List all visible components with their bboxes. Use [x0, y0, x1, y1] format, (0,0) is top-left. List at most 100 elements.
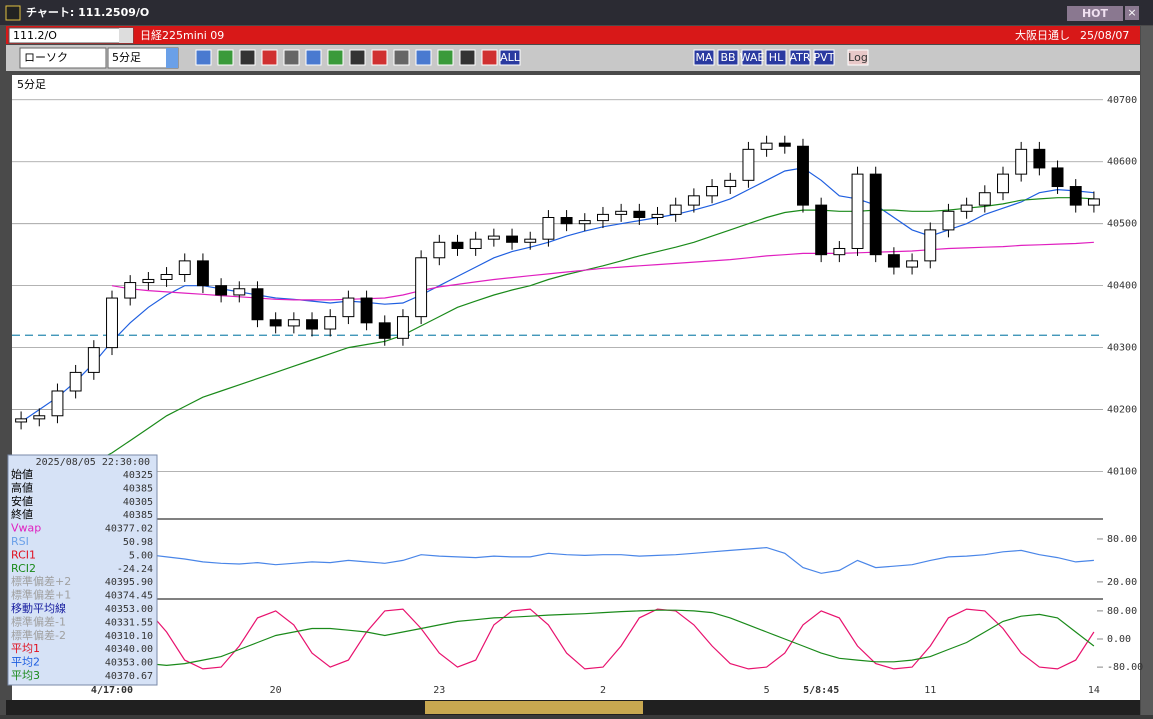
x-tick-label: 20 [270, 685, 282, 696]
tool-icon[interactable] [393, 49, 410, 66]
info-label: RSI [11, 535, 29, 548]
tool-button-label[interactable]: MA [695, 51, 712, 64]
tool-icon[interactable] [239, 49, 256, 66]
x-tick-label: 5 [764, 685, 770, 696]
chart-style[interactable]: ローソク [24, 51, 68, 64]
x-axis-area [12, 680, 1140, 700]
tool-button[interactable] [765, 49, 787, 66]
candle-body [669, 204, 682, 215]
window-title: チャート: 111.2509/O [26, 6, 149, 19]
info-label: 終値 [11, 507, 33, 521]
tool-button-label[interactable]: ALL [500, 51, 521, 64]
candle-body [960, 204, 973, 212]
hot-label[interactable]: HOT [1082, 7, 1109, 20]
indicator-line [20, 546, 1094, 574]
indicator-line [20, 197, 1094, 510]
candle-body [942, 210, 955, 231]
candle-body [687, 195, 700, 206]
tool-icon[interactable] [415, 49, 432, 66]
candle-body [1015, 148, 1028, 175]
candle-body [451, 241, 464, 249]
candle-body [287, 319, 300, 327]
info-label: 始値 [11, 467, 33, 481]
close-icon[interactable]: × [1127, 6, 1136, 19]
tool-icon[interactable] [481, 49, 498, 66]
tool-icon[interactable] [261, 49, 278, 66]
info-label: 平均3 [11, 669, 40, 682]
tool-button-label[interactable]: PVT [814, 51, 835, 64]
x-tick-label: 11 [924, 685, 936, 696]
info-value: 40325 [123, 470, 153, 481]
tool-button[interactable] [789, 49, 811, 66]
tool-icon[interactable] [459, 49, 476, 66]
tool-button-label[interactable]: ATR [789, 51, 810, 64]
candle-body [1051, 167, 1064, 188]
tool-icon[interactable] [437, 49, 454, 66]
toolbar [6, 45, 1140, 71]
date: 25/08/07 [1080, 29, 1129, 42]
x-tick-label: 2 [600, 685, 606, 696]
tool-button[interactable] [499, 49, 521, 66]
panel-label: 5分足 [17, 78, 46, 91]
tool-button[interactable] [813, 49, 835, 66]
info-label: RCI2 [11, 562, 36, 575]
candle-body [1033, 148, 1046, 169]
info-value: 40385 [123, 510, 153, 521]
x-tick-label: 14 [1088, 685, 1100, 696]
candle-body [1087, 198, 1100, 206]
tool-button-label[interactable]: BB [720, 51, 735, 64]
tool-button[interactable] [717, 49, 739, 66]
close-button[interactable] [1125, 6, 1139, 20]
candle-body [33, 415, 46, 420]
candle-body [342, 297, 355, 318]
hot-button[interactable] [1067, 6, 1123, 21]
tool-button-label[interactable]: Log [848, 51, 868, 64]
info-value: 40353.00 [105, 604, 153, 615]
info-value: -24.24 [117, 564, 153, 575]
y-tick-label: 40300 [1107, 343, 1137, 354]
tool-button-label[interactable]: HL [769, 51, 784, 64]
y-tick-label: 40400 [1107, 281, 1137, 292]
tool-button-label[interactable]: WAE [740, 51, 765, 64]
info-value: 40305 [123, 497, 153, 508]
interval[interactable]: 5分足 [112, 51, 141, 64]
candle-body [542, 217, 555, 240]
candle-body [324, 316, 337, 330]
candle-body [251, 288, 264, 321]
tool-icon[interactable] [195, 49, 212, 66]
tool-button[interactable] [693, 49, 715, 66]
candle-body [469, 238, 482, 249]
info-label: RCI1 [11, 548, 36, 561]
candle-body [215, 285, 228, 296]
tool-icon[interactable] [371, 49, 388, 66]
candle-body [433, 241, 446, 259]
info-value: 40395.90 [105, 577, 153, 588]
symbol-drop[interactable] [119, 28, 133, 43]
tool-icon[interactable] [217, 49, 234, 66]
symbol[interactable]: 111.2/O [13, 29, 57, 42]
candle-body [633, 210, 646, 219]
tool-icon[interactable] [283, 49, 300, 66]
y-tick-label: 40700 [1107, 95, 1137, 106]
info-value: 40310.10 [105, 631, 153, 642]
info-value: 5.00 [129, 550, 153, 561]
candle-body [815, 204, 828, 256]
tool-icon[interactable] [305, 49, 322, 66]
tool-icon[interactable] [349, 49, 366, 66]
y-tick-label: 40100 [1107, 467, 1137, 478]
axis-area [1103, 75, 1140, 680]
interval-drop[interactable] [166, 48, 178, 68]
app-icon [5, 5, 21, 21]
candle-body [15, 418, 28, 423]
info-value: 50.98 [123, 537, 153, 548]
y-tick-label: 40600 [1107, 157, 1137, 168]
candle-body [851, 173, 864, 249]
info-label: Vwap [11, 522, 41, 535]
tool-icon[interactable] [327, 49, 344, 66]
x-tick-label: 4/17:00 [91, 685, 133, 696]
style-select[interactable] [19, 47, 107, 69]
tool-button[interactable] [847, 49, 869, 66]
tool-button[interactable] [741, 49, 763, 66]
scroll-thumb[interactable] [425, 701, 643, 714]
